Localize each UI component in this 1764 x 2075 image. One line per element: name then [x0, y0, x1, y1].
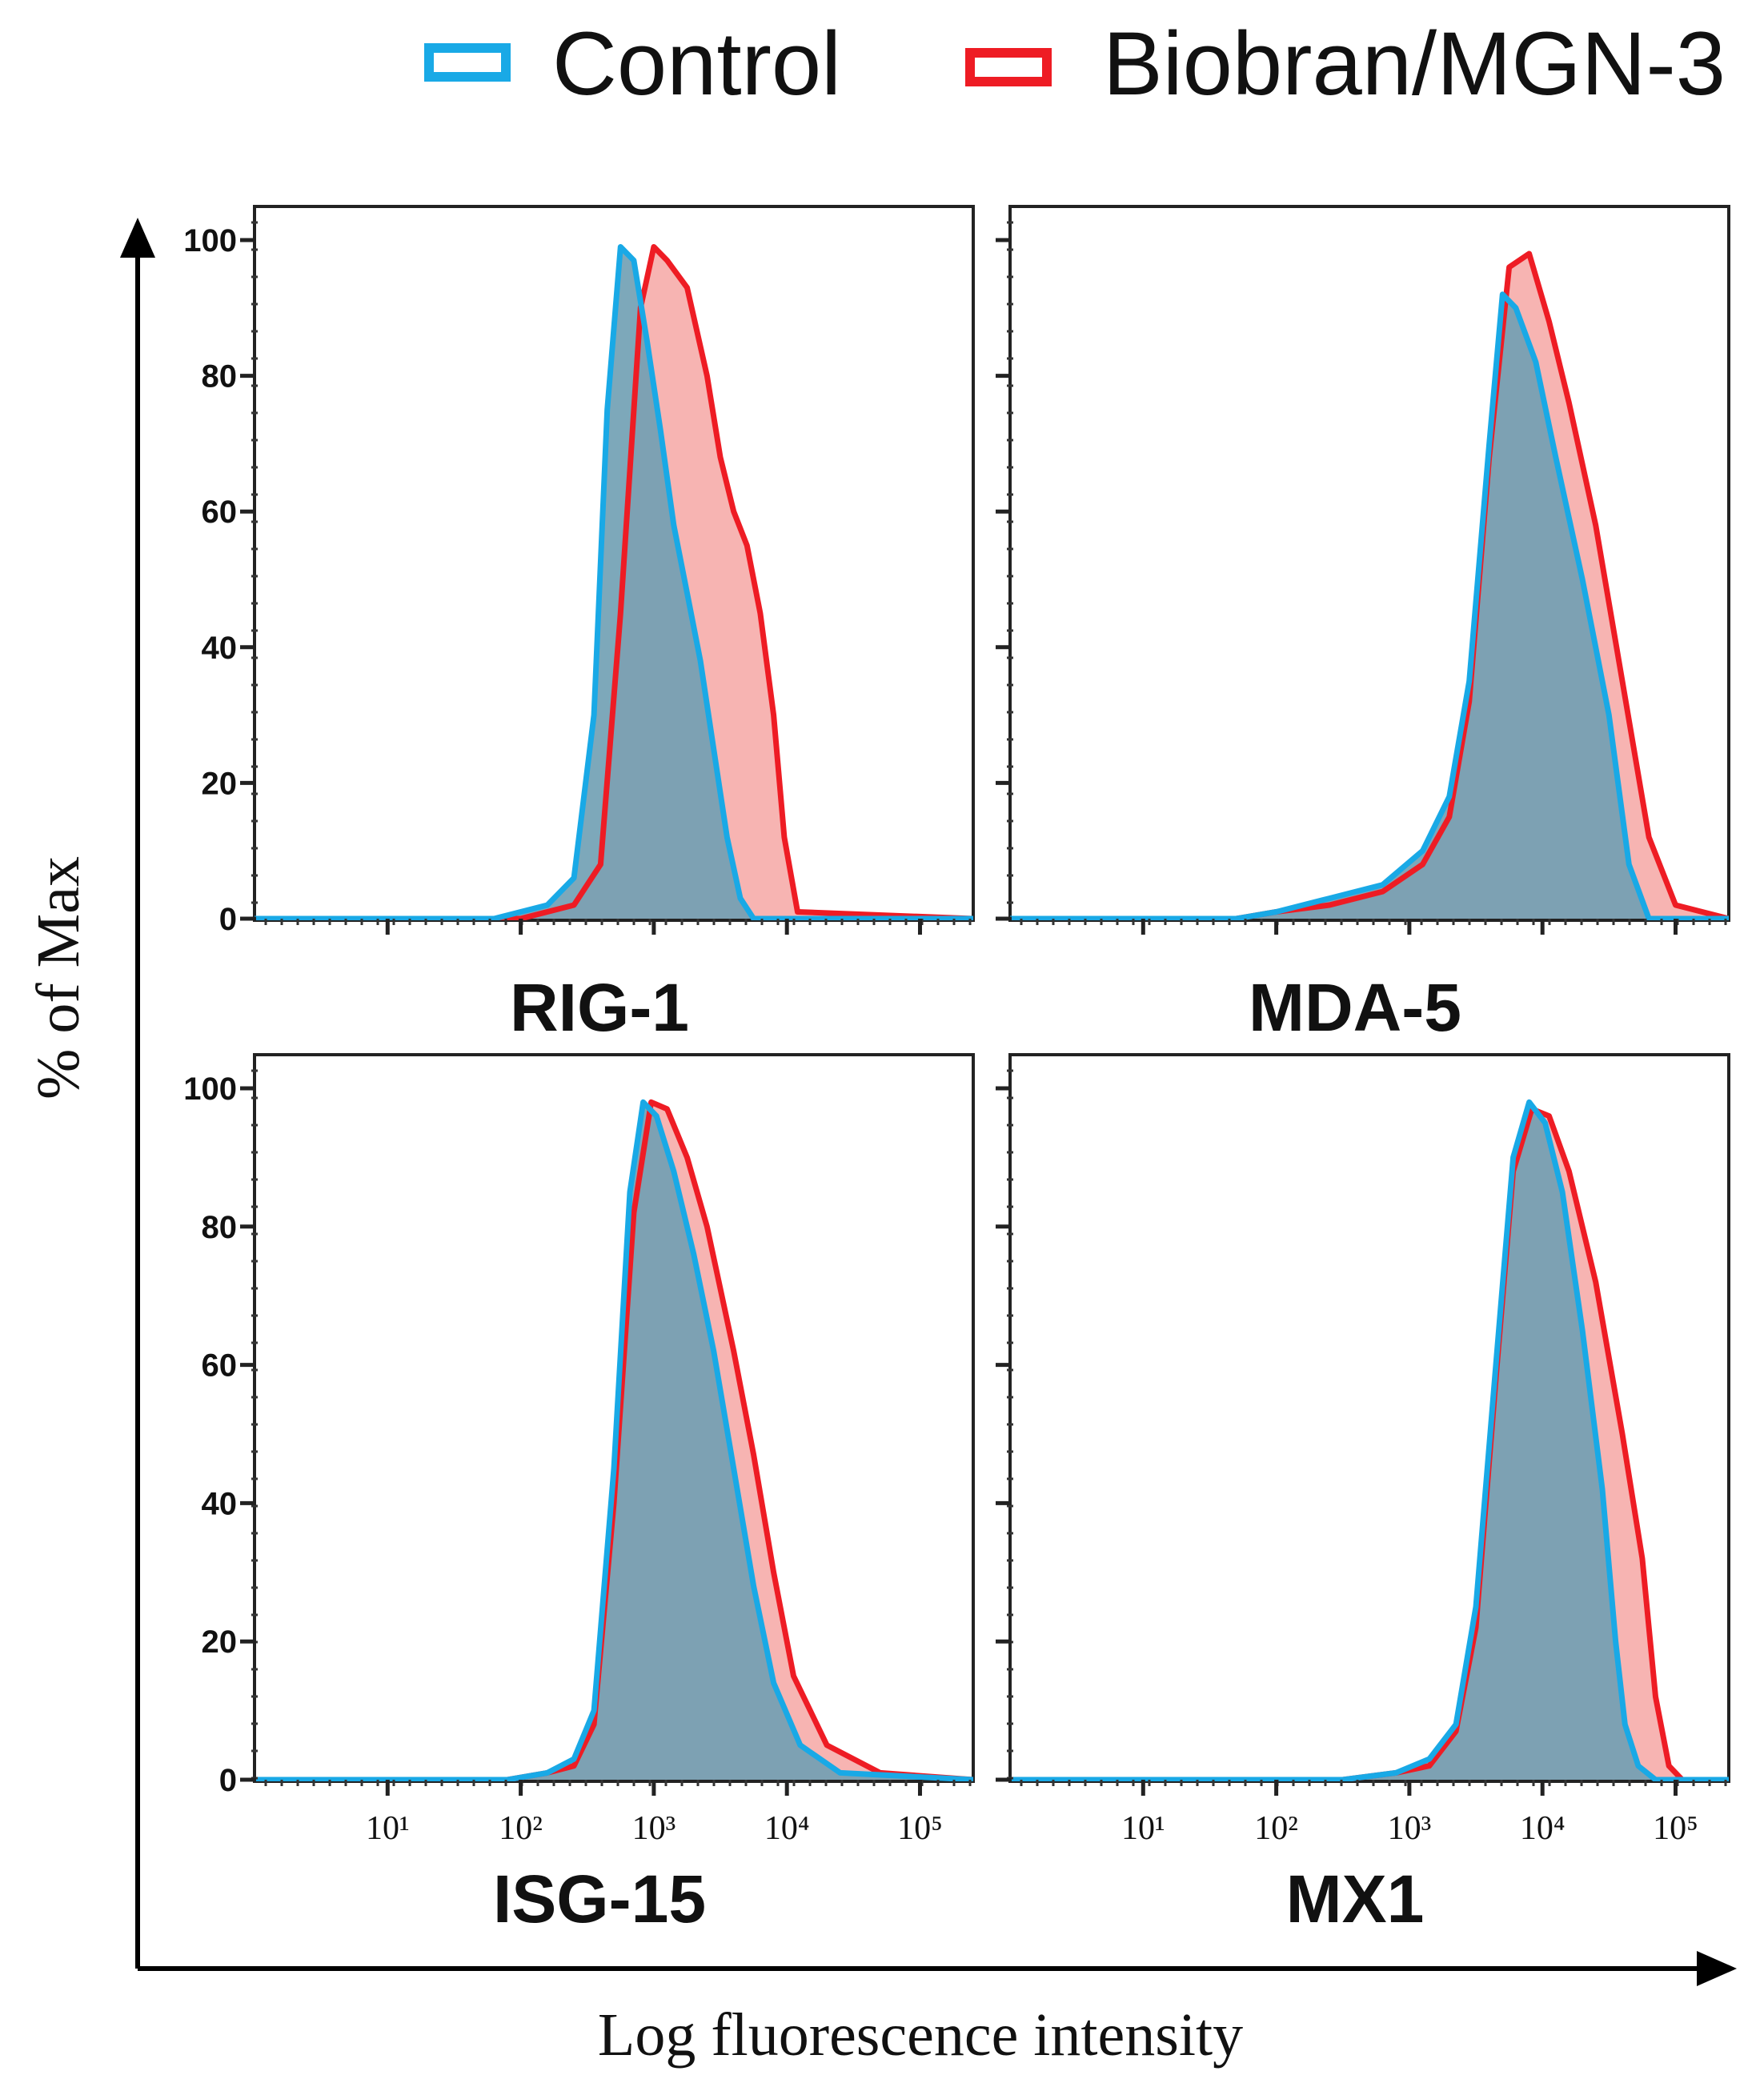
panel-isg-15: 0 20 40 60 80 100 10¹ 10² 10³ 10⁴ 10⁵ ISG-15: [183, 1053, 975, 1937]
series-line-control: [255, 244, 973, 920]
panel-rig-1: 0 20 40 60 80 100 RIG-1: [183, 205, 975, 1045]
x-tick-label: 10²: [499, 1810, 543, 1847]
plot-area: [1010, 250, 1729, 920]
y-tick-label: 0: [219, 1763, 237, 1798]
series-line-control: [255, 1099, 973, 1781]
series-fill-control: [255, 1102, 973, 1780]
series-line-control: [1010, 291, 1729, 920]
panel-mx1: 10¹ 10² 10³ 10⁴ 10⁵ MX1: [996, 1053, 1730, 1937]
y-tick-label: 80: [202, 359, 238, 395]
panel-label-mx1: MX1: [1286, 1861, 1425, 1937]
panel-mda-5: MDA-5: [996, 205, 1730, 1045]
y-tick-label: 40: [202, 631, 238, 666]
series-fill-control: [1010, 294, 1729, 919]
legend-swatch-control: [424, 43, 511, 82]
x-tick-label: 10⁵: [1653, 1810, 1698, 1847]
panel-label-mda-5: MDA-5: [1249, 970, 1461, 1045]
y-tick-label: 60: [202, 1348, 238, 1384]
outer-y-arrowhead: [120, 218, 155, 258]
series-line-biobran: [255, 244, 973, 920]
x-tick-label: 10⁴: [1520, 1810, 1566, 1847]
legend-swatch-treated: [965, 48, 1052, 86]
series-fill-control: [255, 246, 973, 919]
plot-area: [255, 1099, 973, 1781]
panel-label-isg-15: ISG-15: [493, 1861, 706, 1937]
legend-label-control: Control: [552, 14, 841, 114]
x-tick-label: 10⁴: [764, 1810, 810, 1847]
y-tick-label: 100: [183, 1072, 237, 1107]
plot-area: [255, 244, 973, 920]
panel-label-rig-1: RIG-1: [510, 970, 689, 1045]
series-line-control: [1010, 1099, 1729, 1781]
outer-axes: [120, 218, 1737, 1986]
y-tick-label: 20: [202, 766, 238, 801]
x-tick-label: 10²: [1254, 1810, 1298, 1847]
x-tick-label: 10⁵: [897, 1810, 943, 1847]
legend: Control Biobran/MGN-3: [424, 14, 1726, 114]
plot-area: [1010, 1099, 1729, 1781]
x-tick-label: 10¹: [1121, 1810, 1165, 1847]
x-tick-label: 10³: [632, 1810, 676, 1847]
y-tick-label: 20: [202, 1624, 238, 1660]
x-tick-label: 10¹: [366, 1810, 410, 1847]
y-tick-label: 100: [183, 223, 237, 258]
series-line-biobran: [255, 1099, 973, 1781]
panels: 0 20 40 60 80 100 RIG-1 MDA-5 0 20 40 60 80 100 10¹ 10²…: [183, 205, 1730, 1937]
series-fill-control: [1010, 1102, 1729, 1780]
y-tick-label: 0: [219, 902, 237, 937]
y-axis-title: % of Max: [25, 856, 92, 1100]
y-tick-label: 60: [202, 495, 238, 530]
y-tick-label: 40: [202, 1486, 238, 1521]
y-tick-label: 80: [202, 1210, 238, 1245]
x-axis-title: Log fluorescence intensity: [598, 2001, 1243, 2069]
x-tick-label: 10³: [1388, 1810, 1432, 1847]
outer-x-arrowhead: [1697, 1951, 1737, 1986]
legend-label-treated: Biobran/MGN-3: [1103, 14, 1726, 114]
